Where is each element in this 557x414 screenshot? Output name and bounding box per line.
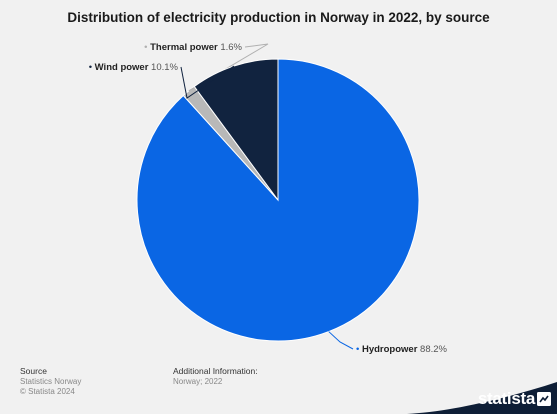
source-line[interactable]: Statistics Norway [20,376,82,386]
info-heading: Additional Information: [173,366,258,376]
statista-logo-icon [537,392,551,406]
brand-band [407,382,557,414]
data-label-wind-power: • Wind power 10.1% [89,62,179,73]
footer-source: Source Statistics Norway © Statista 2024 [20,366,81,398]
leader-line-hydropower [328,331,354,350]
info-line: Norway; 2022 [173,376,223,386]
data-label-thermal-power: • Thermal power 1.6% [144,42,242,53]
chart-title: Distribution of electricity production i… [67,10,490,25]
source-heading: Source [20,366,47,376]
copyright-line: © Statista 2024 [20,387,75,396]
data-label-hydropower: • Hydropower 88.2% [356,344,448,355]
leader-line-wind-power [180,65,235,99]
statista-logo[interactable]: statista [477,389,535,408]
footer-additional-info: Additional Information: Norway; 2022 [173,366,258,387]
